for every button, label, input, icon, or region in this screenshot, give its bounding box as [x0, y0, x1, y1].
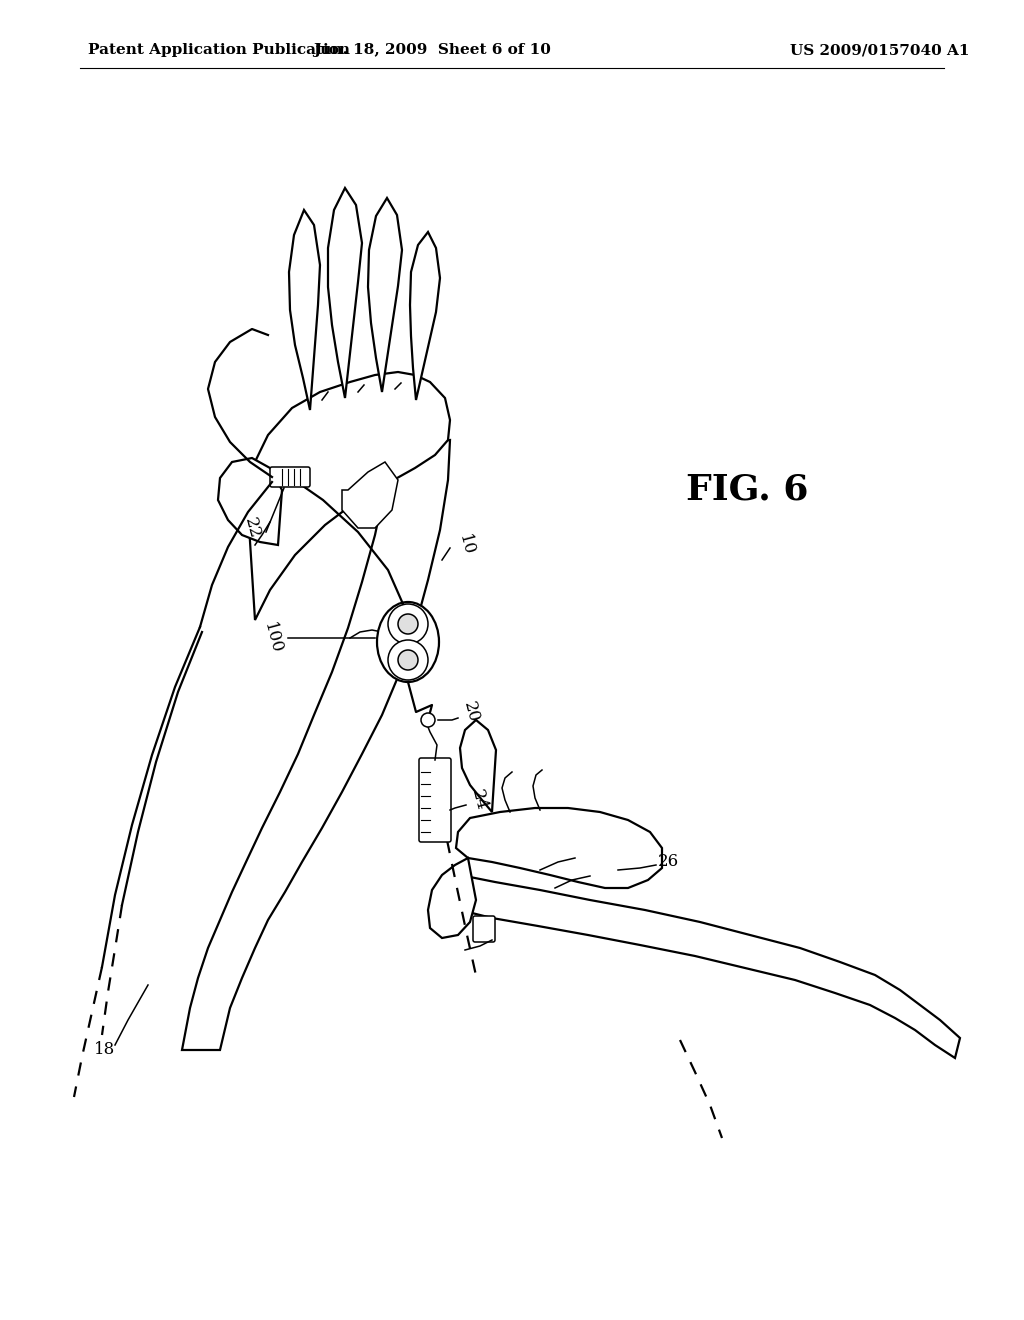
- Polygon shape: [460, 875, 961, 1059]
- Text: 100: 100: [260, 620, 285, 656]
- Circle shape: [398, 649, 418, 671]
- Polygon shape: [342, 462, 398, 528]
- Polygon shape: [410, 232, 440, 400]
- Circle shape: [421, 713, 435, 727]
- Text: 20: 20: [460, 700, 482, 725]
- FancyBboxPatch shape: [473, 916, 495, 942]
- Polygon shape: [460, 719, 496, 812]
- Polygon shape: [456, 808, 662, 888]
- Text: 18: 18: [94, 1041, 116, 1059]
- Polygon shape: [289, 210, 319, 411]
- Circle shape: [388, 605, 428, 644]
- Circle shape: [388, 640, 428, 680]
- Text: US 2009/0157040 A1: US 2009/0157040 A1: [790, 44, 970, 57]
- Text: 26: 26: [658, 854, 679, 870]
- Text: 22: 22: [241, 516, 263, 540]
- Text: Jun. 18, 2009  Sheet 6 of 10: Jun. 18, 2009 Sheet 6 of 10: [313, 44, 551, 57]
- Polygon shape: [218, 458, 282, 545]
- Polygon shape: [368, 198, 402, 392]
- Text: 24: 24: [468, 788, 489, 813]
- Polygon shape: [428, 858, 476, 939]
- Polygon shape: [248, 372, 450, 620]
- Polygon shape: [328, 187, 362, 399]
- Text: FIG. 6: FIG. 6: [686, 473, 809, 507]
- FancyBboxPatch shape: [270, 467, 310, 487]
- Ellipse shape: [377, 602, 439, 682]
- Text: Patent Application Publication: Patent Application Publication: [88, 44, 350, 57]
- FancyBboxPatch shape: [419, 758, 451, 842]
- Text: 10: 10: [455, 532, 477, 557]
- Polygon shape: [182, 440, 450, 1049]
- Circle shape: [398, 614, 418, 634]
